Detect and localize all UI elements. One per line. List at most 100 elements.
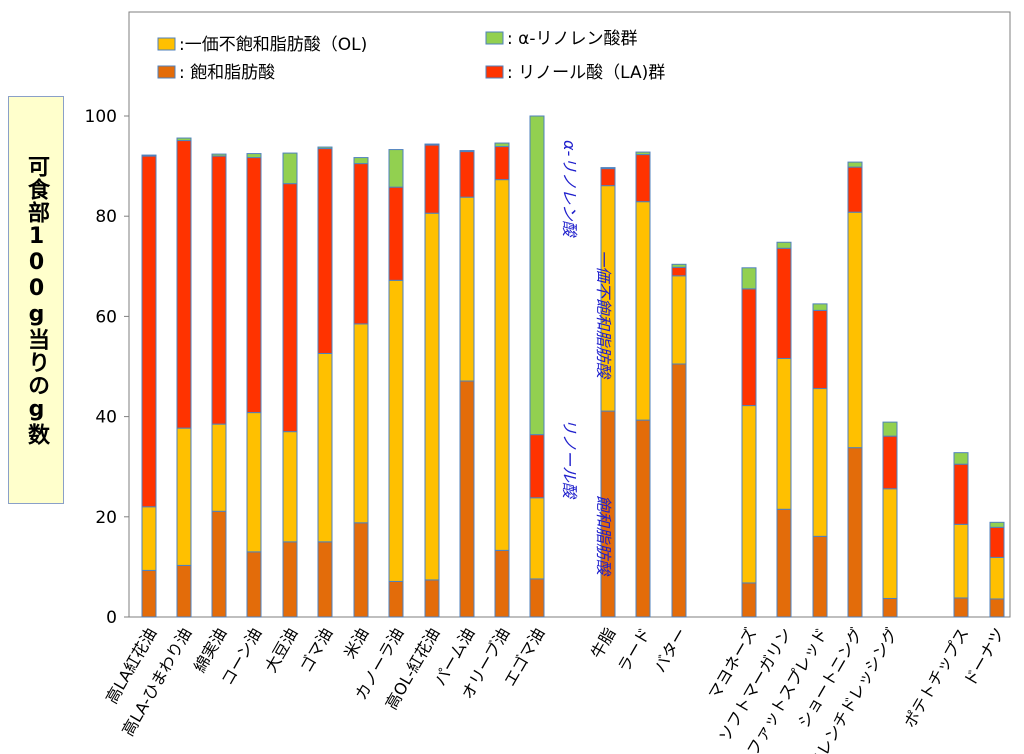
bar-segment [953, 523, 969, 599]
bar-segment [812, 309, 828, 390]
bar-segment [424, 144, 440, 214]
bar-segment [989, 598, 1005, 618]
bar-segment [176, 427, 192, 566]
y-tick-label: 40 [95, 408, 117, 428]
bar-segment [246, 551, 262, 618]
bar-segment [494, 179, 510, 551]
bar-segment [776, 508, 792, 618]
bar-segment [635, 151, 651, 156]
bar-segment [812, 303, 828, 311]
bar-segment [176, 140, 192, 429]
bar-segment [671, 263, 687, 268]
bar-segment [635, 154, 651, 203]
bar-segment [812, 388, 828, 537]
bar-segment [459, 380, 475, 618]
bar-segment [671, 266, 687, 277]
x-tick-label: バター [650, 625, 690, 676]
bar-segment [494, 146, 510, 181]
chart-annotation: α-リノレン酸 [560, 140, 579, 238]
bar-segment [353, 163, 369, 325]
bar-segment [671, 275, 687, 365]
y-tick-label: 20 [95, 508, 117, 528]
bar-segment [671, 363, 687, 618]
bar-segment [600, 167, 616, 170]
bar-segment [989, 556, 1005, 600]
bar-segment [141, 155, 157, 508]
x-tick-label: ラード [614, 625, 654, 676]
bar-segment [282, 541, 298, 618]
bar-segment [776, 357, 792, 510]
bar-segment [494, 549, 510, 618]
bar-segment [635, 201, 651, 421]
bar-segment [953, 597, 969, 618]
bar-segment [211, 153, 227, 157]
bar-segment [812, 535, 828, 618]
plot-frame [128, 11, 1011, 618]
y-tick-label: 100 [85, 107, 117, 127]
bar-segment [847, 166, 863, 213]
bar-segment [211, 155, 227, 425]
bar-segment [459, 151, 475, 198]
bar-segment [882, 435, 898, 490]
bar-segment [847, 211, 863, 449]
bar-segment [246, 153, 262, 159]
y-axis-label: 可食部100g当りのg数 [24, 154, 49, 446]
bar-segment [882, 421, 898, 437]
bar-segment [424, 212, 440, 581]
bar-segment [847, 161, 863, 168]
bar-segment [635, 419, 651, 618]
bar-segment [317, 352, 333, 543]
x-tick-label: 大豆油 [261, 625, 301, 676]
bar-segment [953, 452, 969, 465]
bar-segment [741, 288, 757, 407]
y-tick-label: 0 [106, 608, 117, 628]
bar-segment [882, 597, 898, 618]
x-tick-label: ゴマ油 [296, 625, 336, 676]
bar-segment [882, 488, 898, 599]
bar-segment [776, 241, 792, 249]
y-tick-label: 60 [95, 307, 117, 327]
legend-swatch [157, 65, 176, 79]
bar-segment [529, 578, 545, 618]
legend-label: : 飽和脂肪酸 [179, 63, 275, 83]
chart-annotation: 飽和脂肪酸 [594, 495, 613, 577]
bar-segment [600, 168, 616, 187]
legend-swatch [485, 65, 504, 79]
bar-segment [741, 267, 757, 290]
bar-segment [459, 150, 475, 153]
legend-swatch [157, 37, 176, 51]
bar-segment [246, 157, 262, 414]
bar-segment [529, 497, 545, 580]
bar-segment [176, 564, 192, 618]
chart-annotation: リノール酸 [560, 418, 579, 500]
bar-segment [776, 247, 792, 359]
bar-segment [459, 196, 475, 382]
bar-segment [317, 541, 333, 618]
bar-segment [353, 522, 369, 618]
legend-label: :一価不飽和脂肪酸（OL) [179, 35, 367, 55]
bar-segment [282, 152, 298, 185]
bar-segment [353, 323, 369, 524]
legend-label: : リノール酸（LA)群 [507, 63, 665, 83]
bar-segment [741, 405, 757, 584]
x-tick-label: 牛脂 [587, 625, 619, 662]
chart-annotation: 一価不飽和脂肪酸 [594, 250, 613, 380]
bar-segment [494, 142, 510, 148]
bar-segment [953, 463, 969, 525]
bar-segment [388, 580, 404, 618]
bar-segment [176, 137, 192, 142]
bar-segment [211, 423, 227, 512]
bar-segment [529, 434, 545, 499]
bar-segment [141, 506, 157, 571]
bar-segment [388, 186, 404, 281]
legend-swatch [485, 31, 504, 45]
bar-segment [388, 149, 404, 188]
x-tick-label: 米油 [340, 625, 372, 662]
bar-segment [282, 183, 298, 433]
bar-segment [353, 157, 369, 165]
bar-segment [317, 148, 333, 354]
legend-label: : α-リノレン酸群 [507, 29, 637, 49]
bar-segment [282, 431, 298, 543]
bar-segment [741, 582, 757, 618]
